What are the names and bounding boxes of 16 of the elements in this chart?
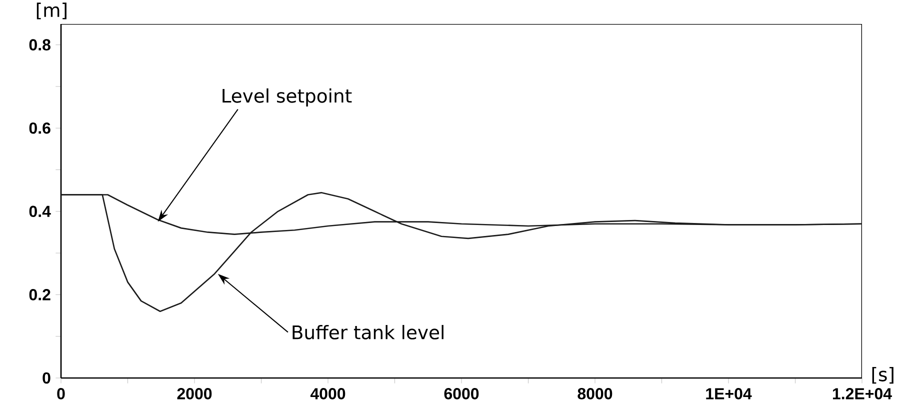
y-tick-label: 0.2 <box>29 289 50 300</box>
y-axis-title: [m] <box>36 2 66 20</box>
y-tick-label: 0.8 <box>29 39 50 50</box>
y-tick-label: 0 <box>42 372 50 384</box>
annotation: Level setpoint <box>222 88 352 106</box>
y-tick-label: 0.4 <box>29 206 51 218</box>
x-tick-label: 8000 <box>578 388 612 400</box>
x-tick-label: 1E+04 <box>706 388 752 400</box>
x-tick-label: 2000 <box>177 388 212 400</box>
annotation: Buffer tank level <box>292 324 444 340</box>
y-tick-label: 0.6 <box>29 122 50 134</box>
x-tick-label: 6000 <box>444 388 479 400</box>
x-tick-label: 0 <box>57 388 65 400</box>
x-tick-label: 4000 <box>310 388 346 400</box>
x-axis-title: [s] <box>872 367 894 384</box>
x-tick-label: 1.2E+04 <box>832 388 892 400</box>
